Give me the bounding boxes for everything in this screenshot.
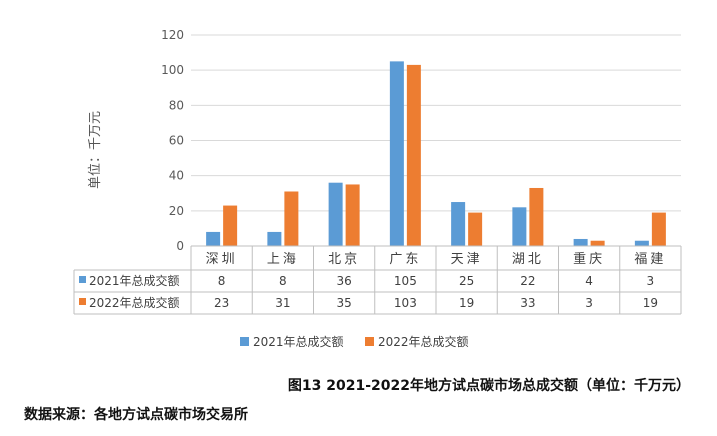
y-tick-label: 40 (169, 169, 184, 183)
data-table: 深圳 上海 北京 广东 天津 湖北 重庆 福建 2021年总成交额 8 8 36 105 25 22 4 3 20… (73, 245, 682, 315)
data-value: 3 (647, 274, 655, 288)
data-value: 3 (585, 296, 593, 310)
bar (590, 240, 605, 246)
bar (328, 182, 343, 246)
y-tick-label: 0 (176, 239, 184, 253)
bar (223, 205, 238, 246)
series-row-label: 2021年总成交额 (89, 273, 180, 288)
bar (651, 212, 666, 246)
bar (451, 202, 466, 246)
gridlines (191, 34, 681, 247)
data-value: 22 (520, 274, 535, 288)
legend-key (79, 276, 86, 283)
bar (529, 187, 544, 246)
legend-key (79, 298, 86, 305)
series-row-label: 2022年总成交额 (89, 295, 180, 310)
bar (284, 191, 299, 246)
bar (267, 231, 282, 246)
data-value: 105 (394, 274, 417, 288)
bars (206, 61, 666, 247)
data-source: 数据来源：各地方试点碳市场交易所 (24, 407, 248, 423)
legend-swatch (365, 337, 374, 346)
bar-chart: 0 20 40 60 80 100 120 单位：千万元 深圳 上海 北京 广东 天津 湖北 重庆 福建 2… (73, 28, 682, 349)
y-tick-label: 80 (169, 98, 184, 112)
data-value: 19 (459, 296, 474, 310)
legend-swatch (240, 337, 249, 346)
data-value: 35 (336, 296, 351, 310)
category-label: 北京 (328, 252, 360, 267)
category-label: 深圳 (206, 252, 238, 267)
bar (206, 231, 221, 246)
data-value: 8 (279, 274, 287, 288)
y-tick-label: 20 (169, 204, 184, 218)
bar (573, 238, 588, 246)
category-label: 上海 (267, 252, 299, 267)
category-label: 重庆 (573, 251, 605, 267)
bar (512, 207, 527, 246)
data-value: 25 (459, 274, 474, 288)
category-label: 湖北 (512, 252, 544, 267)
category-label: 天津 (451, 252, 483, 267)
data-value: 31 (275, 296, 290, 310)
legend: 2021年总成交额 2022年总成交额 (240, 334, 469, 349)
y-axis-label: 单位：千万元 (88, 111, 103, 189)
legend-label: 2021年总成交额 (253, 334, 344, 349)
data-value: 103 (394, 296, 417, 310)
data-value: 8 (218, 274, 226, 288)
figure-caption: 图13 2021-2022年地方试点碳市场总成交额（单位：千万元） (287, 378, 690, 394)
bar (389, 61, 404, 246)
bar (406, 64, 421, 247)
bar (468, 212, 483, 246)
data-value: 36 (336, 274, 351, 288)
data-value: 23 (214, 296, 229, 310)
category-label: 福建 (634, 252, 666, 267)
data-value: 33 (520, 296, 535, 310)
y-tick-label: 100 (161, 63, 184, 77)
data-value: 4 (585, 274, 593, 288)
legend-label: 2022年总成交额 (378, 334, 469, 349)
category-label: 广东 (389, 252, 421, 267)
bar (634, 240, 649, 246)
y-tick-label: 120 (161, 28, 184, 42)
bar (345, 184, 360, 246)
y-axis-ticks: 0 20 40 60 80 100 120 (161, 28, 184, 253)
y-tick-label: 60 (169, 134, 184, 148)
data-value: 19 (643, 296, 658, 310)
